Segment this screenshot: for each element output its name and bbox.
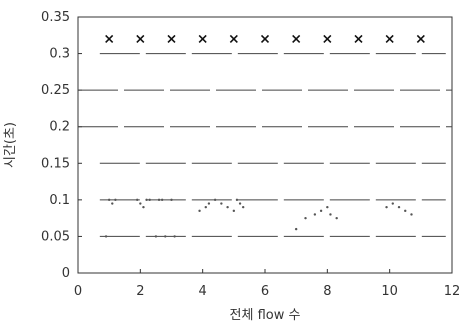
y-tick-label: 0.35	[41, 10, 70, 25]
data-point	[142, 205, 145, 209]
reference-lines	[78, 53, 452, 237]
data-point	[198, 209, 201, 213]
data-point	[173, 235, 176, 238]
x-marker	[167, 34, 176, 44]
data-point	[241, 205, 245, 209]
data-point	[213, 198, 217, 202]
data-point	[160, 198, 164, 202]
data-point	[404, 209, 407, 213]
tick-labels: 0 2 4 6 8 10 12 0 0.05 0.1 0.15 0.2 0.25 0.3 0.35	[41, 10, 460, 299]
y-tick-label: 0.3	[49, 47, 70, 62]
data-point	[238, 202, 242, 205]
x-marker	[229, 34, 238, 44]
axes	[77, 16, 453, 274]
y-tick-label: 0.2	[49, 120, 70, 135]
data-point	[220, 202, 223, 205]
data-point	[313, 213, 317, 216]
data-point	[385, 205, 388, 209]
x-tick-label: 4	[199, 284, 207, 299]
x-marker	[260, 34, 270, 44]
data-point	[235, 198, 239, 202]
x-marker	[323, 34, 332, 44]
x-marker	[198, 34, 207, 44]
data-point	[391, 202, 394, 205]
y-tick-label: 0.05	[41, 229, 70, 244]
data-point	[410, 213, 413, 216]
data-point	[204, 205, 207, 209]
plot-frame	[77, 16, 453, 274]
x-tick-label: 0	[74, 284, 82, 299]
y-tick-label: 0.25	[41, 83, 70, 98]
y-tick-label: 0.1	[49, 193, 70, 208]
data-point	[145, 198, 148, 202]
data-point	[107, 198, 111, 202]
data-point	[326, 205, 329, 209]
x-tick-label: 6	[261, 284, 269, 299]
data-point	[207, 202, 211, 205]
x-tick-label: 2	[136, 284, 144, 299]
x-marker	[416, 34, 425, 44]
data-point	[232, 209, 236, 213]
y-tick-label: 0	[62, 266, 70, 281]
x-axis-label: 전체 flow 수	[230, 308, 301, 323]
data-point	[226, 205, 229, 209]
x-tick-label: 12	[444, 284, 461, 299]
x-marker	[354, 34, 363, 44]
x-marker	[105, 34, 114, 44]
data-point	[157, 198, 161, 202]
data-point	[329, 213, 332, 216]
data-point	[111, 202, 114, 205]
data-point	[148, 198, 151, 202]
data-point	[164, 235, 167, 238]
data-point	[136, 198, 139, 202]
data-point	[104, 235, 108, 238]
x-marker	[136, 34, 145, 44]
data-points	[104, 34, 425, 238]
data-point	[304, 216, 307, 220]
data-point	[294, 227, 298, 231]
x-marker	[292, 34, 301, 44]
data-point	[397, 205, 401, 209]
data-point	[139, 202, 142, 205]
x-marker	[385, 34, 394, 44]
data-point	[319, 209, 323, 213]
y-tick-label: 0.15	[41, 156, 70, 171]
data-point	[154, 235, 158, 238]
data-point	[114, 198, 117, 202]
y-axis-label: 시간(초)	[3, 122, 18, 168]
x-tick-label: 10	[381, 284, 398, 299]
data-point	[335, 216, 338, 220]
x-tick-label: 8	[323, 284, 331, 299]
data-point	[170, 198, 173, 202]
